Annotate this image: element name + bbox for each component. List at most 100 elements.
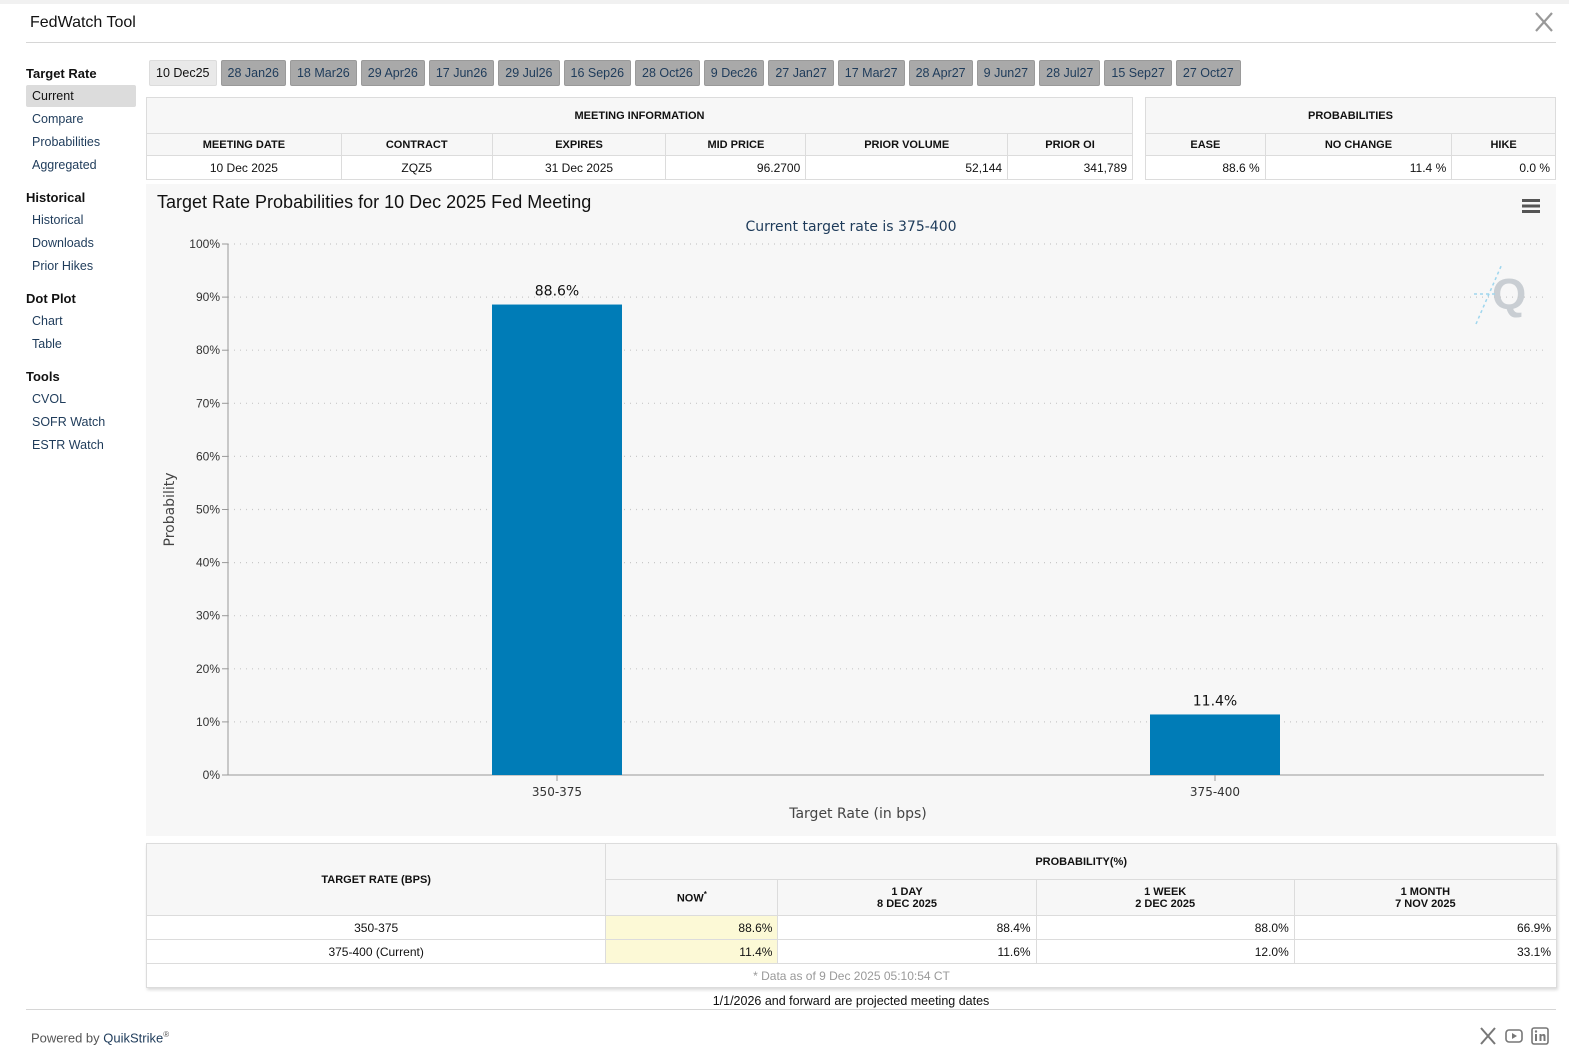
table-row: 375-400 (Current) 11.4% 11.6% 12.0% 33.1% [145, 939, 1558, 964]
y-tick-label: 80% [196, 343, 220, 357]
meeting-info-cell: 96.2700 [665, 155, 807, 180]
sidebar-heading: Dot Plot [26, 291, 76, 306]
linkedin-icon[interactable] [1531, 1027, 1549, 1045]
table-row: 350-375 88.6% 88.4% 88.0% 66.9% [145, 915, 1558, 940]
meeting-tab[interactable]: 16 Sep26 [563, 60, 632, 86]
meeting-info-column-header: MEETING DATE [146, 133, 342, 156]
quikstrike-link[interactable]: QuikStrike [103, 1030, 164, 1046]
y-tick-label: 0% [203, 768, 221, 782]
probability-cell: 88.6% [605, 915, 779, 940]
y-tick-label: 90% [196, 290, 220, 304]
column-header-sup: * [703, 890, 707, 900]
sidebar-item-compare[interactable]: Compare [32, 112, 84, 126]
y-tick-label: 30% [196, 609, 220, 623]
youtube-icon[interactable] [1505, 1027, 1523, 1045]
bar-data-label: 88.6% [535, 284, 579, 300]
target-rate-probability-table: TARGET RATE (BPS) PROBABILITY(%) NOW* 1 D… [145, 843, 1558, 988]
meeting-info-column-header: CONTRACT [340, 133, 493, 156]
probability-cell: 88.0% [1035, 915, 1295, 940]
bar[interactable] [492, 304, 622, 775]
sidebar-item-chart[interactable]: Chart [32, 314, 63, 328]
sidebar-item-table[interactable]: Table [32, 337, 62, 351]
sidebar-item-probabilities[interactable]: Probabilities [32, 135, 101, 149]
sidebar-group: Historical Historical Downloads Prior Hikes [26, 188, 136, 277]
probability-column-header: 1 DAY 8 DEC 2025 [777, 879, 1037, 916]
sidebar-group: Tools CVOL SOFR Watch ESTR Watch [26, 367, 136, 456]
meeting-info-column-header: MID PRICE [665, 133, 807, 156]
sidebar-item-downloads[interactable]: Downloads [32, 236, 94, 250]
sidebar-item-estr-watch[interactable]: ESTR Watch [32, 438, 104, 452]
meeting-tab[interactable]: 27 Jan27 [768, 60, 834, 86]
y-tick-label: 20% [196, 662, 220, 676]
column-header-line2: 7 NOV 2025 [1395, 897, 1456, 910]
meeting-info-column-header: PRIOR VOLUME [805, 133, 1009, 156]
probabilities-column-header: EASE [1145, 133, 1266, 156]
column-header-line1: NOW [676, 892, 704, 905]
y-tick-label: 60% [196, 449, 220, 463]
sidebar-item-historical[interactable]: Historical [32, 213, 84, 227]
probabilities-cell: 11.4 % [1264, 155, 1453, 180]
meeting-tab[interactable]: 15 Sep27 [1104, 60, 1172, 86]
sidebar-heading: Historical [26, 190, 86, 205]
sidebar-item-aggregated[interactable]: Aggregated [32, 158, 97, 172]
sidebar-item-cvol[interactable]: CVOL [32, 392, 67, 406]
probability-column-header: 1 MONTH 7 NOV 2025 [1293, 879, 1558, 916]
sidebar-item-prior-hikes[interactable]: Prior Hikes [32, 259, 94, 273]
column-header-line2: 2 DEC 2025 [1135, 897, 1196, 910]
projected-dates-note: 1/1/2026 and forward are projected meeti… [712, 994, 990, 1008]
probability-cell: 11.6% [777, 939, 1037, 964]
probability-cell: 12.0% [1035, 939, 1295, 964]
meeting-tab[interactable]: 28 Jan26 [220, 60, 286, 86]
meeting-info-cell: 52,144 [805, 155, 1009, 180]
meeting-info-cell: 10 Dec 2025 [146, 155, 342, 180]
column-header-line1: 1 WEEK [1144, 885, 1187, 898]
meeting-tab[interactable]: 18 Mar26 [289, 60, 357, 86]
meeting-tabs: 10 Dec25 28 Jan26 18 Mar26 29 Apr26 17 Jun26… [149, 60, 1241, 86]
meeting-tab[interactable]: 17 Mar27 [837, 60, 905, 86]
meeting-tab[interactable]: 27 Oct27 [1175, 60, 1241, 86]
powered-by: Powered by QuikStrike® [31, 1030, 169, 1045]
meeting-info-cell: 341,789 [1007, 155, 1133, 180]
x-axis-title: Target Rate (in bps) [788, 806, 927, 822]
top-strip [0, 0, 1569, 4]
chart-menu-icon[interactable] [1522, 198, 1540, 214]
y-tick-label: 70% [196, 396, 220, 410]
meeting-tab[interactable]: 28 Apr27 [908, 60, 973, 86]
probabilities-cell: 88.6 % [1145, 155, 1266, 180]
chart-subtitle: Current target rate is 375-400 [745, 219, 957, 235]
meeting-tab[interactable]: 29 Jul26 [498, 60, 560, 86]
meeting-tab[interactable]: 9 Jun27 [976, 60, 1036, 86]
x-social-icon[interactable] [1479, 1027, 1497, 1045]
data-as-of-footnote: * Data as of 9 Dec 2025 05:10:54 CT [146, 963, 1557, 988]
meeting-tab[interactable]: 10 Dec25 [149, 60, 217, 86]
meeting-tab[interactable]: 29 Apr26 [360, 60, 425, 86]
sidebar-group: Dot Plot Chart Table [26, 289, 136, 355]
meeting-tab[interactable]: 9 Dec26 [703, 60, 765, 86]
footer-divider [26, 1009, 1556, 1010]
meeting-info-heading: MEETING INFORMATION [146, 97, 1133, 134]
x-tick-label: 350-375 [532, 785, 582, 799]
sidebar-item-current[interactable]: Current [26, 85, 136, 107]
bar-data-label: 11.4% [1193, 693, 1237, 709]
probabilities-table: PROBABILITIES EASE NO CHANGE HIKE 88.6 % 11… [1145, 97, 1556, 180]
meeting-tab[interactable]: 28 Jul27 [1039, 60, 1101, 86]
sidebar-nav: Target Rate Current Compare Probabilities Ag… [26, 62, 136, 468]
svg-text:Q: Q [1492, 270, 1526, 319]
registered-mark: ® [163, 1030, 170, 1039]
column-header-line2: 8 DEC 2025 [877, 897, 937, 910]
probability-group-header: PROBABILITY(%) [605, 843, 1557, 880]
chart-panel: Target Rate Probabilities for 10 Dec 202… [146, 184, 1556, 836]
meeting-tab[interactable]: 28 Oct26 [635, 60, 700, 86]
sidebar-group: Target Rate Current Compare Probabilities Ag… [26, 64, 136, 176]
sidebar-item-sofr-watch[interactable]: SOFR Watch [32, 415, 106, 429]
close-icon[interactable] [1534, 11, 1554, 33]
sidebar-heading: Tools [26, 369, 60, 384]
target-rate-header: TARGET RATE (BPS) [145, 843, 607, 916]
powered-by-label: Powered by [31, 1030, 100, 1046]
meeting-tab[interactable]: 17 Jun26 [428, 60, 495, 86]
social-links [1479, 1027, 1549, 1045]
probability-cell: 66.9% [1293, 915, 1558, 940]
app-title: FedWatch Tool [30, 14, 136, 31]
bar[interactable] [1150, 714, 1280, 775]
probabilities-column-header: HIKE [1451, 133, 1556, 156]
